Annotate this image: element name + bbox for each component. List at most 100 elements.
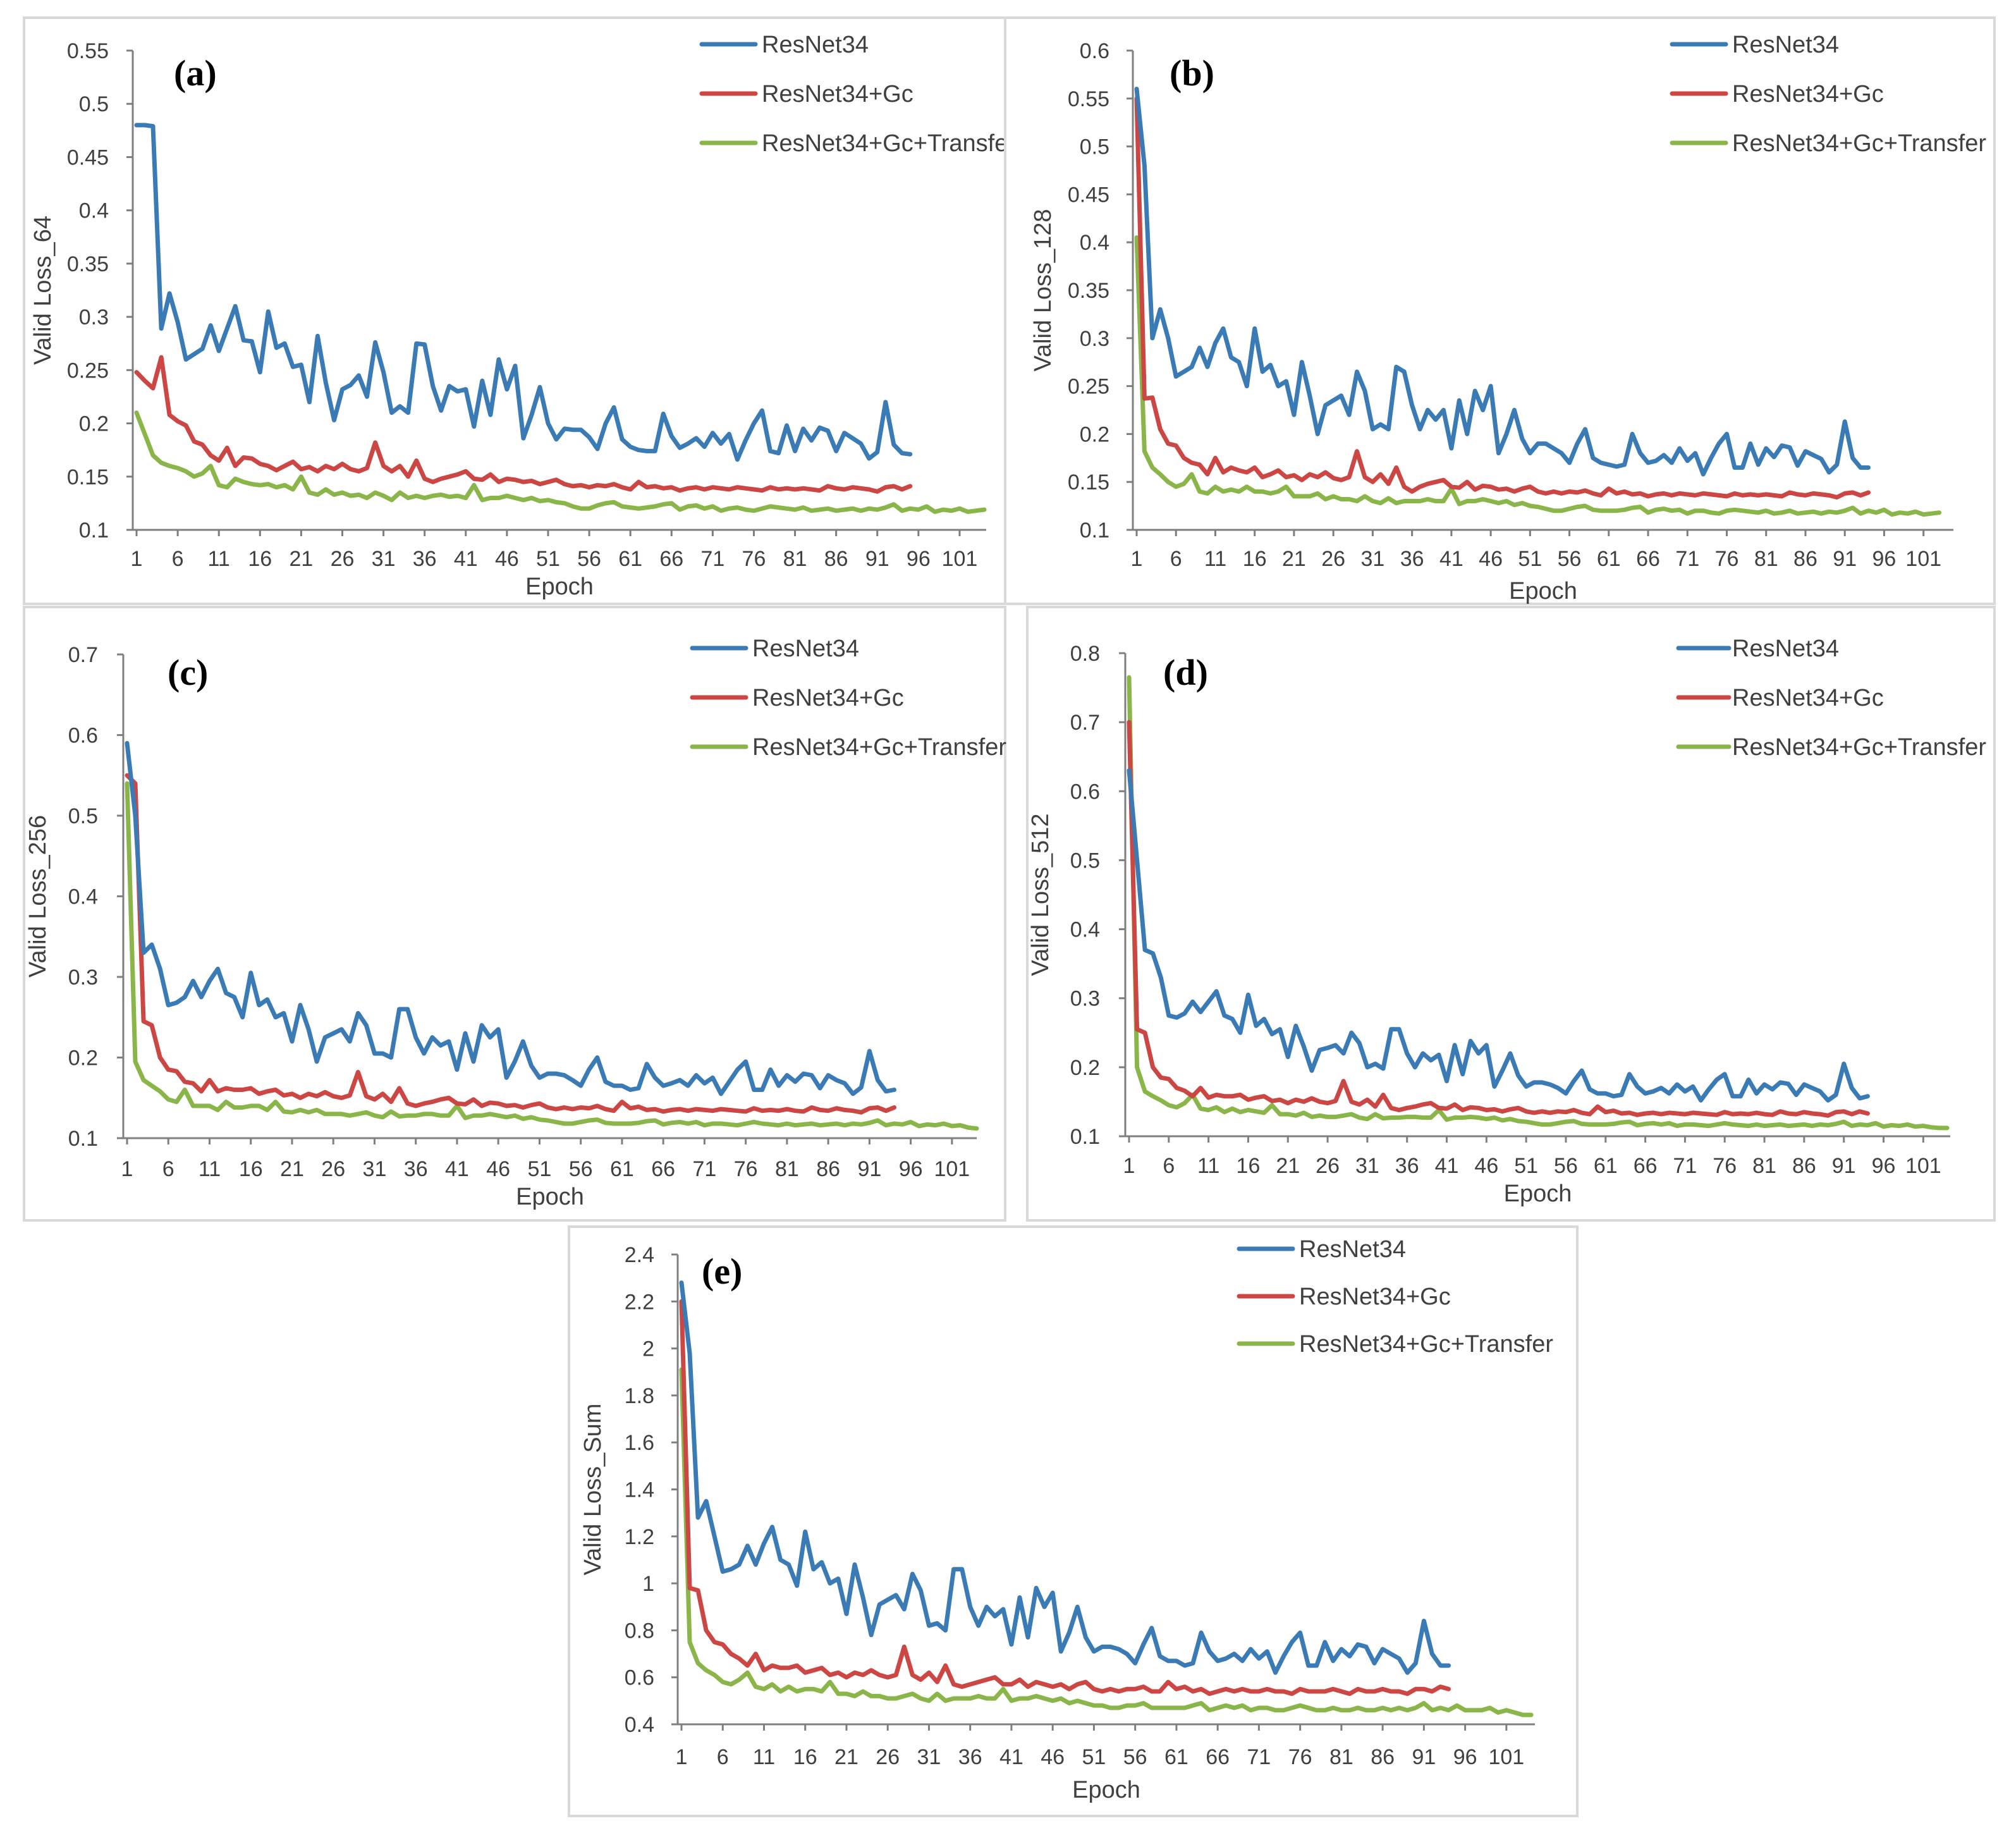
chart-panel-c: 0.10.20.30.40.50.60.71 6 11 16 21 26 31 36 41 46 5… [23, 606, 1006, 1222]
x-tick-label: 101 [942, 547, 978, 571]
panel-frame [1004, 16, 1996, 605]
x-tick-label: 86 [1371, 1745, 1395, 1769]
x-tick-label: 66 [1636, 547, 1660, 571]
x-tick-label: 31 [917, 1745, 941, 1769]
y-tick-label: 0.5 [68, 804, 98, 828]
y-tick-label: 0.4 [625, 1713, 654, 1737]
x-tick-label: 16 [793, 1745, 817, 1769]
y-axis-title: Valid Loss_128 [1030, 209, 1056, 371]
y-axis-title: Valid Loss_64 [30, 216, 56, 365]
y-tick-label: 0.2 [1070, 1056, 1100, 1080]
x-axis-title: Epoch [1504, 1181, 1572, 1207]
legend-label: ResNet34 [762, 32, 869, 58]
y-tick-label: 0.6 [1080, 39, 1109, 63]
x-tick-label: 56 [577, 547, 601, 571]
x-tick-label: 26 [331, 547, 355, 571]
y-tick-label: 0.2 [79, 412, 109, 436]
y-tick-label: 1.4 [625, 1478, 654, 1502]
x-tick-label: 31 [363, 1157, 387, 1181]
x-tick-label: 16 [1237, 1154, 1261, 1178]
x-tick-label: 71 [692, 1157, 716, 1181]
y-tick-label: 0.55 [67, 39, 109, 63]
x-tick-label: 51 [1082, 1745, 1106, 1769]
legend-label: ResNet34 [752, 635, 859, 662]
x-tick-label: 56 [569, 1157, 593, 1181]
x-tick-label: 76 [742, 547, 766, 571]
y-tick-label: 0.3 [68, 966, 98, 990]
y-tick-label: 0.2 [1080, 422, 1109, 446]
x-tick-label: 1 [676, 1745, 688, 1769]
x-tick-label: 31 [1360, 547, 1384, 571]
panel-label: (c) [168, 652, 208, 693]
x-tick-label: 21 [280, 1157, 304, 1181]
x-tick-label: 26 [876, 1745, 900, 1769]
y-tick-label: 0.4 [68, 885, 98, 909]
x-tick-label: 56 [1123, 1745, 1147, 1769]
x-tick-label: 36 [1400, 547, 1424, 571]
x-tick-label: 96 [907, 547, 931, 571]
legend-label: ResNet34+Gc [752, 685, 904, 711]
x-tick-label: 61 [610, 1157, 634, 1181]
x-tick-label: 96 [899, 1157, 923, 1181]
x-tick-label: 56 [1558, 547, 1582, 571]
panel-label: (a) [174, 52, 217, 94]
x-tick-label: 86 [824, 547, 848, 571]
y-tick-label: 0.15 [67, 465, 109, 489]
y-tick-label: 0.7 [1070, 711, 1100, 735]
x-tick-label: 11 [753, 1745, 775, 1769]
y-tick-label: 0.3 [1070, 987, 1100, 1011]
legend-label: ResNet34+Gc [762, 81, 913, 107]
legend-label: ResNet34 [1732, 32, 1839, 58]
y-tick-label: 0.1 [1070, 1125, 1100, 1149]
x-axis-title: Epoch [1509, 578, 1577, 604]
x-tick-label: 36 [958, 1745, 982, 1769]
x-tick-label: 16 [1243, 547, 1267, 571]
y-tick-label: 0.45 [67, 145, 109, 169]
series-line-resnet34-gc-transfer [134, 410, 987, 514]
x-tick-label: 71 [1675, 547, 1699, 571]
x-tick-label: 86 [1792, 1154, 1816, 1178]
x-tick-label: 66 [1206, 1745, 1230, 1769]
x-tick-label: 41 [1435, 1154, 1459, 1178]
x-tick-label: 71 [700, 547, 724, 571]
x-tick-label: 21 [1276, 1154, 1300, 1178]
x-tick-label: 1 [1131, 547, 1143, 571]
y-tick-label: 0.45 [1068, 183, 1109, 207]
x-tick-label: 56 [1554, 1154, 1578, 1178]
x-axis-title: Epoch [1072, 1777, 1140, 1803]
x-tick-label: 1 [131, 547, 143, 571]
y-tick-label: 0.55 [1068, 87, 1109, 111]
y-tick-label: 0.4 [1070, 918, 1100, 942]
x-tick-label: 6 [717, 1745, 729, 1769]
legend-label: ResNet34+Gc [1732, 81, 1884, 107]
x-tick-label: 1 [1123, 1154, 1135, 1178]
x-tick-label: 6 [172, 547, 184, 571]
series-line-resnet34-gc [1134, 96, 1871, 500]
x-tick-label: 6 [1170, 547, 1182, 571]
panel-frame [23, 16, 1006, 605]
legend-label: ResNet34 [1299, 1236, 1406, 1263]
x-tick-label: 91 [865, 547, 889, 571]
y-tick-label: 2.4 [625, 1243, 654, 1267]
x-tick-label: 41 [1439, 547, 1463, 571]
x-tick-label: 91 [1833, 547, 1857, 571]
x-tick-label: 101 [1905, 547, 1941, 571]
x-tick-label: 76 [734, 1157, 758, 1181]
chart-panel-b: 0.10.150.20.250.30.350.40.450.50.550.61 6… [1004, 16, 1996, 605]
y-tick-label: 0.5 [1080, 135, 1109, 159]
x-tick-label: 21 [834, 1745, 858, 1769]
x-tick-label: 11 [1204, 547, 1226, 571]
y-tick-label: 0.4 [1080, 231, 1109, 255]
x-tick-label: 46 [1479, 547, 1503, 571]
y-tick-label: 0.1 [68, 1127, 98, 1151]
y-tick-label: 0.35 [1068, 279, 1109, 303]
series-line-resnet34 [134, 123, 913, 462]
chart-panel-e: 0.40.60.811.21.41.61.822.22.41 6 11 16 21 26 3… [568, 1225, 1579, 1817]
x-tick-label: 36 [404, 1157, 428, 1181]
y-tick-label: 0.5 [1070, 849, 1100, 873]
x-tick-label: 61 [1597, 547, 1621, 571]
panel-label: (d) [1163, 652, 1208, 693]
legend-label: ResNet34+Gc+Transfer [1299, 1331, 1553, 1358]
x-tick-label: 91 [1412, 1745, 1436, 1769]
